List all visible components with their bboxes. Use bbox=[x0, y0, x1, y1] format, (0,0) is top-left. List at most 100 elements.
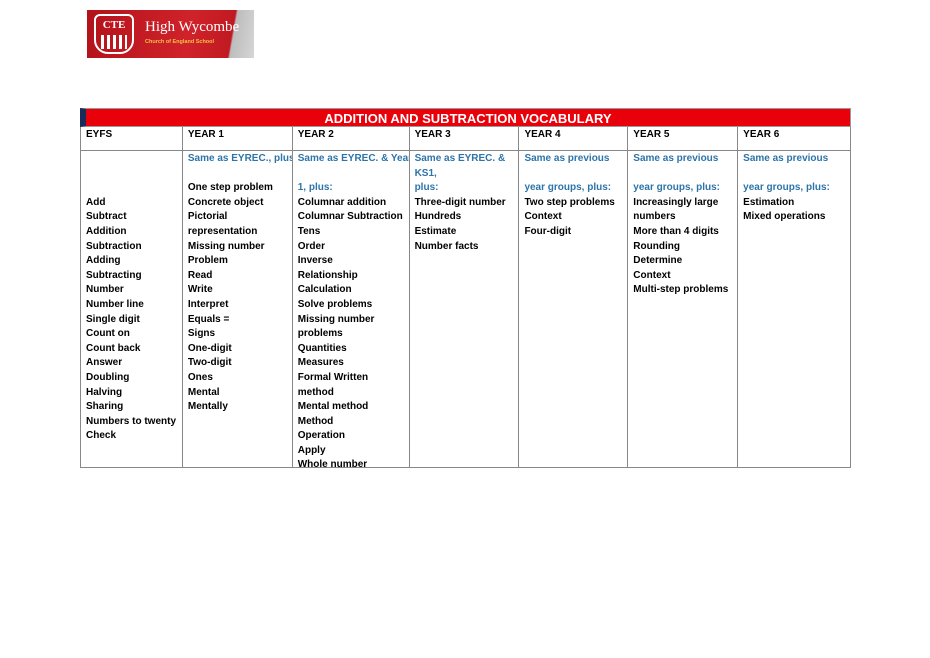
vocabulary-item: Adding bbox=[86, 255, 121, 267]
intro-line: Same as EYREC. & bbox=[414, 153, 506, 164]
intro-line bbox=[633, 167, 732, 182]
vocabulary-item: Context bbox=[524, 211, 562, 223]
intro-line bbox=[298, 167, 404, 182]
column-cell: Same as EYREC. & Year 1, plus: Columnar ad… bbox=[292, 151, 410, 468]
vocabulary-item: Hundreds bbox=[414, 211, 462, 223]
vocabulary-item: Method bbox=[297, 415, 334, 427]
column-cell: Same as previous year groups, plus: Estima… bbox=[738, 151, 852, 468]
vocabulary-item: problems bbox=[297, 328, 343, 340]
intro-line: plus: bbox=[414, 182, 439, 194]
vocabulary-item: Number line bbox=[86, 298, 144, 310]
intro-line: Same as EYREC. & Year bbox=[297, 153, 410, 164]
vocabulary-item: Increasingly large bbox=[633, 196, 719, 208]
vocabulary-item: Estimate bbox=[414, 225, 457, 237]
vocabulary-item: Mental method bbox=[297, 401, 369, 413]
vocabulary-item: Check bbox=[86, 430, 117, 442]
vocabulary-item: Count on bbox=[86, 328, 130, 340]
shield-icon: CTE bbox=[94, 14, 134, 54]
vocabulary-item: Formal Written bbox=[297, 371, 369, 383]
vocabulary-item: Count back bbox=[86, 342, 141, 354]
vocabulary-item: Mental bbox=[187, 386, 220, 398]
intro-line bbox=[188, 167, 287, 182]
vocabulary-item: Estimation bbox=[743, 196, 795, 208]
column-header: EYFS bbox=[81, 127, 183, 151]
intro-line: KS1, bbox=[414, 167, 437, 179]
vocabulary-item: Calculation bbox=[297, 284, 352, 296]
vocabulary-item: Columnar Subtraction bbox=[297, 211, 403, 223]
vocabulary-table: ADDITION AND SUBTRACTION VOCABULARY EYFS… bbox=[80, 108, 852, 468]
column-cell: Same as EYREC., plus: One step problem Con… bbox=[182, 151, 293, 468]
intro-line bbox=[86, 152, 177, 167]
vocabulary-item: Answer bbox=[86, 357, 123, 369]
vocabulary-item: Two step problems bbox=[524, 196, 615, 208]
vocabulary-item: Missing number bbox=[187, 240, 265, 252]
intro-line: Same as previous bbox=[743, 153, 829, 164]
intro-line: year groups, plus: bbox=[743, 182, 830, 194]
vocabulary-item: method bbox=[297, 386, 334, 398]
column-header: YEAR 1 bbox=[182, 127, 293, 151]
vocabulary-item: Number bbox=[86, 284, 124, 296]
vocabulary-item: Solve problems bbox=[297, 298, 373, 310]
vocabulary-item: Rounding bbox=[633, 240, 680, 252]
vocabulary-item: Single digit bbox=[86, 313, 140, 325]
vocabulary-item: Add bbox=[86, 196, 106, 208]
intro-line: Same as EYREC., plus: bbox=[187, 153, 293, 164]
vocabulary-item: Problem bbox=[187, 255, 228, 267]
vocabulary-item: representation bbox=[187, 225, 258, 237]
vocabulary-item: Write bbox=[187, 284, 213, 296]
vocabulary-item: Mixed operations bbox=[743, 211, 826, 223]
vocabulary-item: Four-digit bbox=[524, 225, 572, 237]
logo-name: High Wycombe bbox=[145, 19, 240, 35]
vocabulary-item: Whole number bbox=[297, 459, 368, 468]
vocabulary-item: Subtraction bbox=[86, 240, 142, 252]
vocabulary-item: Measures bbox=[297, 357, 344, 369]
vocabulary-item: Subtracting bbox=[86, 269, 142, 281]
vocabulary-item: Halving bbox=[86, 386, 123, 398]
vocabulary-item: Ones bbox=[187, 371, 213, 383]
vocabulary-item: Two-digit bbox=[187, 357, 232, 369]
vocabulary-item: Operation bbox=[297, 430, 345, 442]
vocabulary-item: Number facts bbox=[414, 240, 479, 252]
vocabulary-item: Multi-step problems bbox=[633, 284, 729, 296]
column-header: YEAR 5 bbox=[628, 127, 739, 151]
vocabulary-item: Relationship bbox=[297, 269, 358, 281]
vocabulary-item: One-digit bbox=[187, 342, 232, 354]
vocabulary-item: Equals = bbox=[187, 313, 230, 325]
intro-line: Same as previous bbox=[524, 153, 610, 164]
column-header: YEAR 2 bbox=[292, 127, 410, 151]
vocabulary-item: Concrete object bbox=[187, 196, 264, 208]
column-header: YEAR 6 bbox=[738, 127, 852, 151]
vocabulary-item: Doubling bbox=[86, 371, 130, 383]
column-header: YEAR 3 bbox=[409, 127, 520, 151]
vocabulary-item: Columnar addition bbox=[297, 196, 387, 208]
intro-line bbox=[86, 181, 177, 196]
vocabulary-item: Interpret bbox=[187, 298, 229, 310]
column-cell: Add Subtract Addition Subtraction Adding Subt… bbox=[81, 151, 183, 468]
vocabulary-item: Subtract bbox=[86, 211, 127, 223]
intro-line: year groups, plus: bbox=[524, 182, 612, 194]
vocabulary-item: Determine bbox=[633, 255, 683, 267]
body-row: Add Subtract Addition Subtraction Adding Subt… bbox=[80, 151, 852, 468]
intro-line: Same as previous bbox=[633, 153, 719, 164]
vocabulary-item: More than 4 digits bbox=[633, 225, 719, 237]
vocabulary-item: Order bbox=[297, 240, 325, 252]
vocabulary-item: Mentally bbox=[187, 401, 228, 413]
school-logo: CTE High Wycombe Church of England Schoo… bbox=[87, 10, 254, 58]
intro-line bbox=[743, 167, 845, 182]
vocabulary-item: Apply bbox=[297, 444, 326, 456]
header-row: EYFS YEAR 1 YEAR 2 YEAR 3 YEAR 4 YEAR 5 YEAR 6 bbox=[80, 127, 852, 151]
intro-line: 1, plus: bbox=[297, 182, 333, 194]
vocabulary-item: Signs bbox=[187, 328, 216, 340]
column-cell: Same as EYREC. & KS1, plus: Three-digit num… bbox=[409, 151, 520, 468]
vocabulary-item: Quantities bbox=[297, 342, 347, 354]
vocabulary-item: numbers bbox=[633, 211, 676, 223]
vocabulary-item: Tens bbox=[297, 225, 321, 237]
column-cell: Same as previous year groups, plus: Two st… bbox=[519, 151, 629, 468]
vocabulary-item: Addition bbox=[86, 225, 127, 237]
vocabulary-item: Pictorial bbox=[187, 211, 228, 223]
vocabulary-item: One step problem bbox=[187, 182, 273, 194]
vocabulary-item: Numbers to twenty bbox=[86, 415, 177, 427]
vocabulary-item: Inverse bbox=[297, 255, 333, 267]
vocabulary-item: Context bbox=[633, 269, 671, 281]
vocabulary-item: Sharing bbox=[86, 401, 124, 413]
